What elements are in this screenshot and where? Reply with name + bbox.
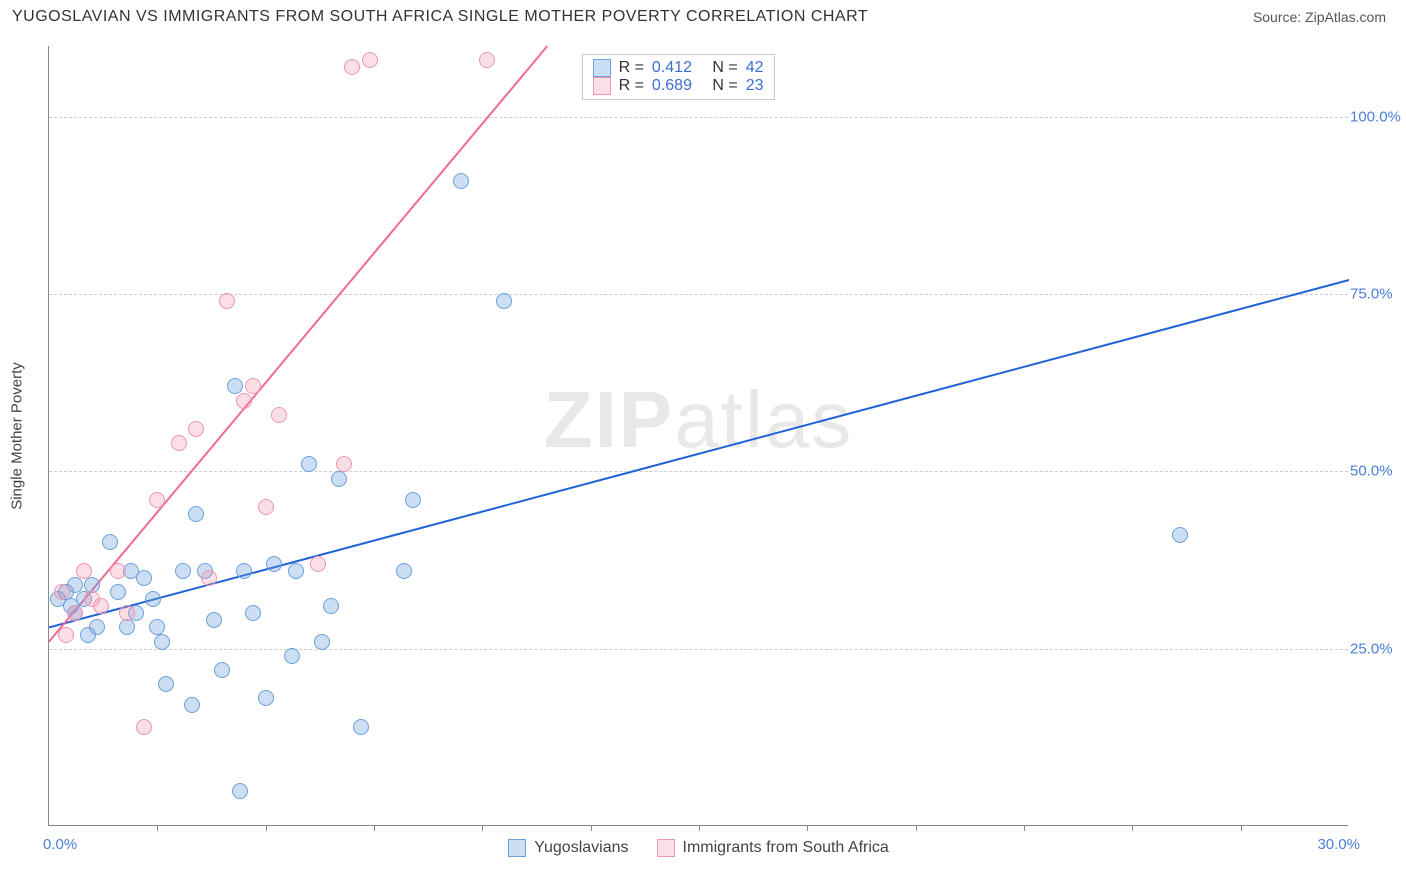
data-point: [271, 407, 287, 423]
data-point: [110, 584, 126, 600]
data-point: [136, 719, 152, 735]
data-point: [201, 570, 217, 586]
ytick-label: 25.0%: [1350, 640, 1406, 657]
ytick-label: 50.0%: [1350, 463, 1406, 480]
data-point: [54, 584, 70, 600]
stats-box: R = 0.412 N = 42 R = 0.689 N = 23: [582, 54, 775, 100]
data-point: [119, 605, 135, 621]
legend-swatch-b: [657, 839, 675, 857]
xtick-mark: [1024, 825, 1025, 831]
xtick-mark: [1241, 825, 1242, 831]
data-point: [145, 591, 161, 607]
data-point: [245, 378, 261, 394]
legend: Yugoslavians Immigrants from South Afric…: [49, 839, 1348, 857]
plot-box: ZIPatlas R = 0.412 N = 42 R = 0.689 N: [48, 46, 1348, 826]
data-point: [396, 563, 412, 579]
data-point: [344, 59, 360, 75]
stats-r-val-a: 0.412: [652, 59, 692, 77]
chart-source: Source: ZipAtlas.com: [1253, 9, 1386, 25]
data-point: [336, 456, 352, 472]
xtick-mark: [1132, 825, 1133, 831]
xtick-mark: [699, 825, 700, 831]
data-point: [1172, 527, 1188, 543]
data-point: [93, 598, 109, 614]
data-point: [110, 563, 126, 579]
legend-swatch-a: [508, 839, 526, 857]
data-point: [258, 499, 274, 515]
xtick-mark: [374, 825, 375, 831]
data-point: [219, 293, 235, 309]
legend-label-b: Immigrants from South Africa: [683, 839, 889, 857]
stats-swatch-a: [593, 59, 611, 77]
data-point: [496, 293, 512, 309]
data-point: [236, 563, 252, 579]
yaxis-title: Single Mother Poverty: [9, 362, 26, 510]
data-point: [89, 619, 105, 635]
stats-row-b: R = 0.689 N = 23: [593, 77, 764, 95]
trend-lines: [49, 46, 1348, 825]
legend-item-b: Immigrants from South Africa: [657, 839, 889, 857]
stats-r-label-b: R =: [619, 77, 644, 95]
chart-header: YUGOSLAVIAN VS IMMIGRANTS FROM SOUTH AFR…: [0, 0, 1406, 30]
data-point: [236, 393, 252, 409]
data-point: [171, 435, 187, 451]
data-point: [158, 676, 174, 692]
xtick-mark: [266, 825, 267, 831]
chart-area: ZIPatlas R = 0.412 N = 42 R = 0.689 N: [48, 46, 1348, 826]
stats-r-label-a: R =: [619, 59, 644, 77]
stats-n-label-a: N =: [712, 59, 737, 77]
stats-swatch-b: [593, 77, 611, 95]
legend-label-a: Yugoslavians: [534, 839, 628, 857]
xtick-mark: [807, 825, 808, 831]
data-point: [310, 556, 326, 572]
data-point: [323, 598, 339, 614]
data-point: [58, 627, 74, 643]
legend-item-a: Yugoslavians: [508, 839, 628, 857]
data-point: [284, 648, 300, 664]
trend-line-south-africa: [49, 46, 547, 642]
stats-r-val-b: 0.689: [652, 77, 692, 95]
data-point: [314, 634, 330, 650]
xtick-mark: [482, 825, 483, 831]
data-point: [405, 492, 421, 508]
data-point: [136, 570, 152, 586]
data-point: [331, 471, 347, 487]
data-point: [149, 492, 165, 508]
xtick-mark: [591, 825, 592, 831]
data-point: [188, 421, 204, 437]
data-point: [206, 612, 222, 628]
stats-row-a: R = 0.412 N = 42: [593, 59, 764, 77]
data-point: [119, 619, 135, 635]
data-point: [232, 783, 248, 799]
stats-n-val-b: 23: [746, 77, 764, 95]
stats-n-label-b: N =: [712, 77, 737, 95]
data-point: [175, 563, 191, 579]
data-point: [102, 534, 118, 550]
ytick-label: 100.0%: [1350, 108, 1406, 125]
data-point: [258, 690, 274, 706]
data-point: [76, 563, 92, 579]
ytick-label: 75.0%: [1350, 286, 1406, 303]
data-point: [288, 563, 304, 579]
xtick-mark: [157, 825, 158, 831]
data-point: [301, 456, 317, 472]
data-point: [479, 52, 495, 68]
data-point: [214, 662, 230, 678]
xtick-mark: [916, 825, 917, 831]
data-point: [67, 605, 83, 621]
data-point: [154, 634, 170, 650]
data-point: [184, 697, 200, 713]
data-point: [353, 719, 369, 735]
stats-n-val-a: 42: [746, 59, 764, 77]
data-point: [188, 506, 204, 522]
data-point: [453, 173, 469, 189]
data-point: [266, 556, 282, 572]
data-point: [362, 52, 378, 68]
data-point: [245, 605, 261, 621]
chart-title: YUGOSLAVIAN VS IMMIGRANTS FROM SOUTH AFR…: [12, 8, 868, 26]
